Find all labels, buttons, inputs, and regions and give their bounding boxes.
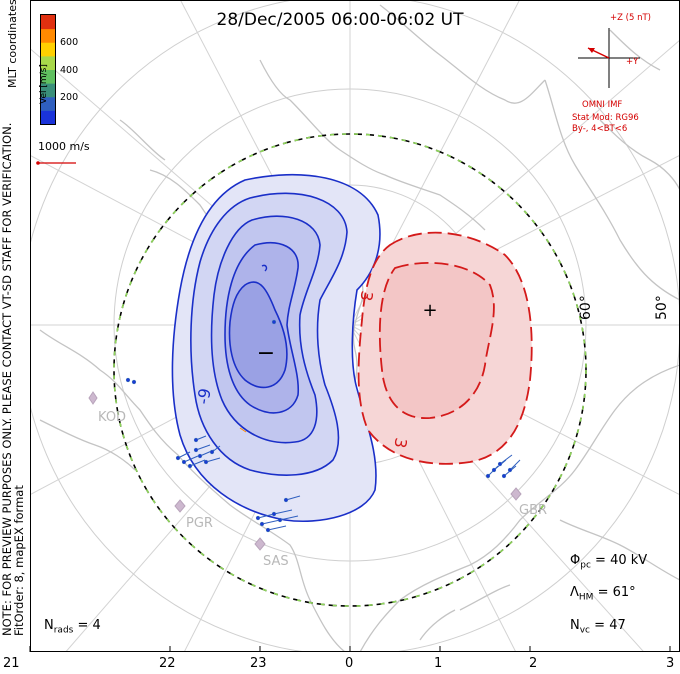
hm-boundary-latitude-value: 61° — [612, 585, 636, 600]
imf-model: Stat Mod: RG96 — [572, 113, 639, 123]
colorbar-segment — [41, 96, 55, 111]
site-label-pgr: PGR — [186, 516, 213, 531]
radar-count-value: 4 — [92, 618, 101, 633]
cross-polar-potential: Φpc = 40 kV — [570, 553, 648, 571]
site-marker-sas — [254, 537, 266, 551]
negative-contour-inner — [228, 281, 288, 389]
mlt-tick-1: 1 — [434, 656, 443, 671]
vector-count: Nvc = 47 — [570, 618, 626, 636]
site-marker-kod — [88, 391, 98, 405]
map-title: 28/Dec/2005 06:00-06:02 UT — [216, 10, 464, 30]
mlt-tick-marks — [29, 646, 671, 652]
vector-count-value: 47 — [609, 618, 626, 633]
colorbar-tick-400: 400 — [60, 65, 79, 76]
hm-boundary-dash — [113, 133, 587, 607]
hm-boundary-latitude: ΛHM = 61° — [570, 585, 636, 603]
velocity-vectors — [125, 319, 521, 533]
coordinate-system-label: MLT coordinates — [6, 0, 19, 88]
imf-z-label: +Z (5 nT) — [610, 13, 651, 23]
mlt-tick-2: 2 — [529, 656, 538, 671]
radar-count: Nrads = 4 — [44, 618, 101, 636]
negative-potential-cell: − -9 — [171, 173, 381, 523]
colorbar-segment — [41, 55, 55, 70]
positive-contour-inner — [378, 261, 495, 419]
radar-sites — [88, 391, 522, 551]
negative-extremum-marker: − — [257, 341, 275, 366]
colorbar-segment — [41, 83, 55, 98]
map-area: − -9 + 3 3 — [30, 0, 680, 652]
colorbar-segment — [41, 69, 55, 84]
fit-order-note: FitOrder: 8, mapEX format — [12, 485, 26, 636]
imf-source: OMNI IMF — [582, 100, 623, 110]
site-label-sas: SAS — [263, 554, 289, 569]
vector-scale-label: 1000 m/s — [38, 140, 90, 153]
colorbar-segment — [41, 15, 55, 30]
colorbar-tick-200: 200 — [60, 92, 79, 103]
positive-contour-label-lower: 3 — [390, 436, 410, 449]
site-marker-pgr — [174, 499, 186, 513]
mlt-tick-3: 3 — [666, 656, 675, 671]
cross-polar-potential-value: 40 kV — [610, 553, 648, 568]
positive-contour-label-upper: 3 — [356, 289, 376, 302]
site-label-kod: KOD — [98, 410, 127, 425]
latitude-label-50: 50° — [654, 295, 670, 320]
site-marker-gbr — [510, 487, 522, 501]
imf-y-label: +Y — [626, 57, 639, 67]
colorbar-tick-600: 600 — [60, 37, 79, 48]
colorbar-segment — [41, 110, 55, 125]
positive-potential-cell: + 3 3 — [356, 231, 533, 465]
site-label-gbr: GBR — [519, 503, 548, 518]
imf-dial — [578, 28, 640, 88]
mlt-tick-0: 0 — [345, 656, 354, 671]
mlt-tick-21: 21 — [3, 656, 20, 671]
positive-extremum-marker: + — [422, 300, 437, 321]
latitude-label-60: 60° — [578, 295, 594, 320]
velocity-colorbar — [41, 15, 55, 125]
colorbar-segment — [41, 28, 55, 43]
mlt-tick-22: 22 — [159, 656, 176, 671]
mlt-tick-23: 23 — [250, 656, 267, 671]
colorbar-segment — [41, 42, 55, 57]
negative-contour-label: -9 — [193, 387, 214, 406]
imf-condition: By-, 4<BT<6 — [572, 124, 628, 134]
colorbar-label: Vel [m/s] — [39, 64, 49, 104]
